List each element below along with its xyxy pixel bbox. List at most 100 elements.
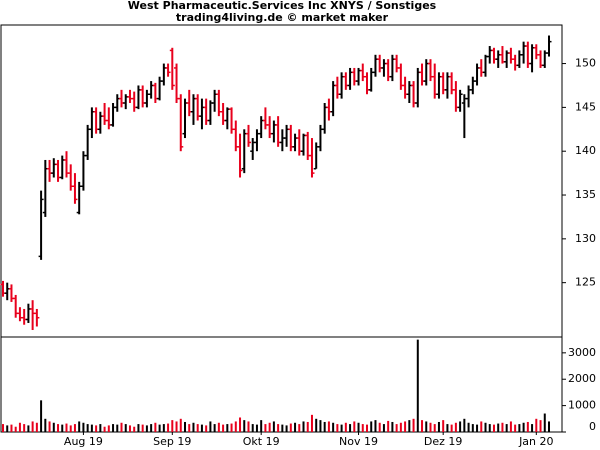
volume-tick-label: 0 (589, 420, 596, 433)
volume-bar (412, 418, 415, 432)
volume-bar (222, 424, 225, 432)
x-tick-label: Nov 19 (339, 435, 378, 448)
volume-bar (158, 424, 161, 432)
volume-bar (353, 421, 356, 432)
volume-bar (285, 425, 288, 432)
volume-bar (522, 422, 525, 432)
volume-bar (179, 418, 182, 432)
y-tick-label: 145 (575, 100, 596, 113)
volume-bar (251, 424, 254, 432)
volume-bar (230, 423, 233, 432)
volume-bar (226, 424, 229, 432)
volume-bar (387, 420, 390, 432)
volume-bar (2, 424, 4, 432)
volume-bar (154, 422, 157, 432)
volume-bar (442, 420, 445, 432)
volume-bar (399, 422, 402, 432)
volume-bar (505, 424, 508, 432)
volume-bar (471, 424, 474, 432)
volume-bar (239, 417, 242, 432)
volume-bar (294, 422, 297, 432)
volume-bar (459, 421, 462, 432)
y-tick-label: 140 (575, 144, 596, 157)
volume-bar (344, 422, 347, 432)
volume-bar (327, 421, 330, 432)
volume-bar (421, 420, 424, 432)
volume-bar (73, 424, 76, 432)
volume-bar (463, 418, 466, 432)
volume-bar (446, 424, 449, 432)
volume-bar (175, 421, 178, 432)
volume-bar (192, 422, 195, 432)
volume-bar (349, 424, 352, 432)
volume-bar (323, 421, 326, 432)
chart-title: West Pharmaceutic.Services Inc XNYS / So… (128, 0, 437, 12)
volume-bar (433, 424, 436, 432)
volume-bar (243, 420, 246, 432)
volume-bar (260, 420, 263, 432)
volume-bar (150, 424, 153, 432)
volume-tick-label: 1000 (568, 399, 596, 412)
volume-bar (382, 424, 385, 432)
volume-bar (319, 420, 322, 432)
volume-bar (535, 418, 538, 432)
volume-bar (213, 424, 216, 432)
volume-bar (137, 424, 140, 432)
volume-bar (120, 422, 123, 432)
volume-bar (141, 424, 144, 432)
volume-bar (124, 424, 127, 432)
volume-bar (395, 424, 398, 432)
volume-bar (391, 421, 394, 432)
chart-subtitle: trading4living.de © market maker (176, 11, 389, 24)
volume-bar (277, 424, 280, 432)
volume-bar (340, 424, 343, 432)
volume-tick-label: 3000 (568, 346, 596, 359)
volume-bar (133, 426, 136, 432)
volume-panel (0, 336, 563, 433)
volume-bar (61, 424, 64, 432)
volume-bar (332, 422, 335, 432)
volume-bar (357, 422, 360, 432)
y-tick-label: 150 (575, 57, 596, 70)
volume-bar (361, 424, 364, 432)
volume-bar (35, 422, 38, 432)
volume-bar (467, 422, 470, 432)
volume-bar (272, 421, 275, 432)
volume-bar (57, 424, 60, 432)
volume-bar (171, 420, 174, 432)
volume-bar (188, 424, 191, 432)
volume-bar (306, 421, 309, 432)
volume-bar (10, 424, 13, 432)
volume-bar (264, 424, 267, 432)
volume-bar (40, 400, 43, 432)
volume-bar (52, 422, 55, 432)
volume-bar (95, 425, 98, 432)
volume-bar (145, 425, 148, 432)
volume-bar (255, 424, 258, 432)
volume-bar (6, 425, 9, 432)
volume-bar (437, 421, 440, 432)
volume-bar (48, 421, 51, 432)
volume-bar (310, 414, 313, 432)
volume-bar (23, 424, 26, 432)
x-tick-label: Dez 19 (424, 435, 463, 448)
volume-bar (247, 421, 250, 432)
volume-bar (518, 424, 521, 432)
volume-tick-label: 2000 (568, 372, 596, 385)
y-tick-label: 130 (575, 232, 596, 245)
volume-bar (69, 425, 72, 432)
volume-bar (480, 421, 483, 432)
volume-bar (429, 422, 432, 432)
volume-bar (116, 424, 119, 432)
volume-bar (281, 424, 284, 432)
volume-bar (450, 424, 453, 432)
volume-bar (65, 423, 68, 432)
volume-bar (509, 421, 512, 432)
volume-bar (302, 421, 305, 432)
volume-bar (408, 420, 411, 432)
volume-bar (14, 426, 17, 432)
volume-bar (514, 424, 517, 432)
volume-bar (184, 421, 186, 432)
